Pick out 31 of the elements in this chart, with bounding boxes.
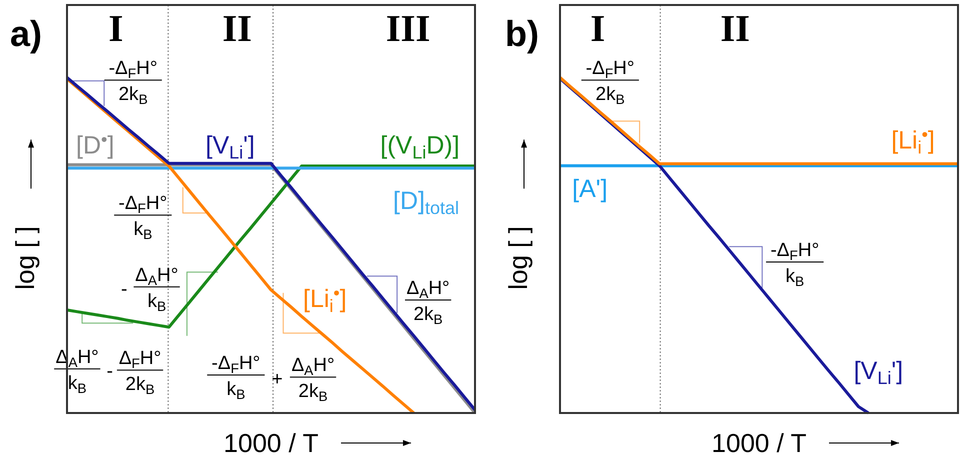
series-label: [(V$_{Li}$D)] (380, 132, 460, 163)
annotation: Δ$_{A}$H° 2k$_{B}$ (406, 278, 450, 328)
annotation: - (120, 279, 128, 300)
annotation: -Δ$_{F}$H° 2k$_{B}$ (108, 58, 158, 108)
annotation: -Δ$_{F}$H° k$_{B}$ (770, 240, 820, 290)
x-axis-title: 1000 / T (712, 428, 807, 458)
annotation: -Δ$_{F}$H° k$_{B}$ (118, 193, 168, 242)
annotation: + (272, 368, 283, 390)
text: I (108, 8, 124, 50)
text: III (386, 8, 430, 50)
annotation: - (106, 361, 114, 382)
chart-title: a) (10, 13, 42, 54)
chart-title: b) (505, 13, 539, 54)
text: II (222, 8, 252, 50)
text: II (720, 8, 750, 50)
series-label: [D$^{•}$] (76, 129, 114, 160)
annotation: Δ$_{A}$H° k$_{B}$ (135, 264, 178, 314)
x-axis-title: 1000 / T (224, 428, 319, 458)
series-label: [A'] (572, 175, 608, 204)
series-label: [V$_{Li}$'] (206, 132, 255, 163)
annotation: Δ$_{F}$H° 2k$_{B}$ (118, 348, 162, 398)
annotation: -Δ$_{F}$H° 2k$_{B}$ (586, 58, 635, 108)
series-label: [Li$_{i}$$^{•}$] (303, 282, 347, 316)
y-axis-title: log [ ] (10, 226, 40, 290)
series-label: [Li$_{i}$$^{•}$] (891, 124, 935, 158)
annotation: Δ$_{A}$H° 2k$_{B}$ (291, 355, 335, 404)
text: I (590, 8, 606, 50)
y-axis-title: log [ ] (503, 226, 533, 290)
series-label: [D]$_{total}$ (393, 186, 460, 218)
annotation: -Δ$_{F}$H° k$_{B}$ (212, 353, 260, 402)
series-label: [V$_{Li}$'] (854, 357, 904, 388)
